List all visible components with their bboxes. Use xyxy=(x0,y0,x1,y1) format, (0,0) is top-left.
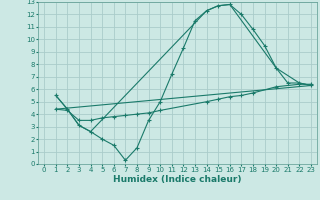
X-axis label: Humidex (Indice chaleur): Humidex (Indice chaleur) xyxy=(113,175,242,184)
